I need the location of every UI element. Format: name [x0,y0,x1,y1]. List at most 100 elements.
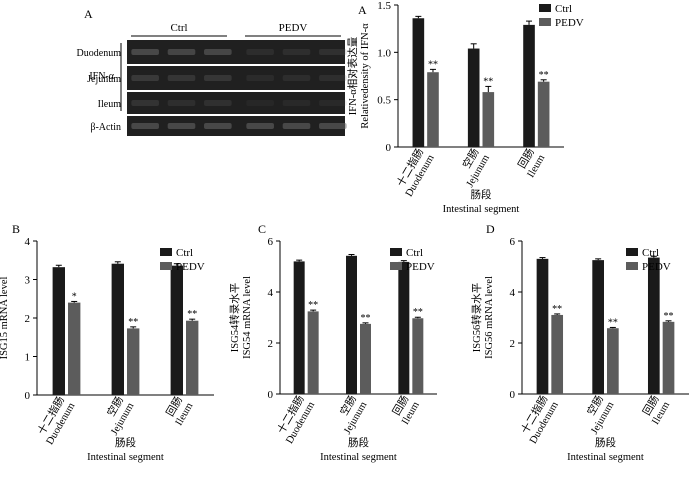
bar-ctrl [536,258,549,394]
panel-letter: D [486,222,495,236]
panel-letter: C [258,222,266,236]
bar-ctrl [398,261,410,394]
blot-band [246,100,274,106]
y-axis-title-en: Relativedensity of IFN-α [360,23,371,129]
legend-label: PEDV [642,261,671,273]
bar-ctrl [592,260,604,394]
blot-band [282,100,311,106]
x-axis-title-en: Intestinal segment [443,204,520,215]
x-axis-title-en: Intestinal segment [567,452,644,463]
blot-band [319,123,347,129]
bar-ctrl [523,24,535,148]
legend: Ctrl PEDV [539,3,584,29]
legend-label: Ctrl [406,247,423,259]
legend-label: PEDV [555,17,584,29]
blot-band [131,75,159,81]
legend: Ctrl PEDV [160,247,205,273]
bar-ctrl [346,255,357,394]
western-blot: A Ctrl PEDV Duodenum Jejunum Ileum β-Actin IFN-… [77,7,347,136]
legend-swatch [390,248,402,256]
legend-label: Ctrl [642,247,659,259]
blot-band [319,75,347,81]
y-tick-label: 0 [510,389,516,401]
blot-ifn-label: IFN-α [89,71,114,82]
y-tick-label: 3 [25,275,31,287]
significance-label: ** [413,307,423,318]
legend-swatch [626,248,638,256]
y-axis-title: ISG56转录水平 ISG56 mRNA level [470,276,495,359]
y-tick-label: 2 [268,338,274,350]
blot-strip [127,92,345,114]
blot-band [204,123,232,129]
bar-pedv [360,323,371,394]
blot-band [246,75,274,81]
significance-label: ** [360,313,370,324]
y-axis-title: ISG15转录水平ISG15 mRNA level [0,277,10,360]
blot-band [319,49,347,55]
x-axis-title-zh: 肠段 [595,436,616,449]
bar-pedv [537,81,550,147]
y-tick-label: 2 [510,338,516,350]
blot-band [246,49,274,55]
blot-band [246,123,274,129]
y-tick-label: 0 [25,390,31,402]
panel-letter: A [84,7,93,21]
legend-swatch [539,18,551,26]
blot-band [167,100,196,106]
x-axis-title-en: Intestinal segment [87,452,164,463]
bar-pedv [186,320,199,395]
significance-label: ** [308,300,318,311]
significance-label: ** [539,70,549,81]
blot-band [282,49,311,55]
y-tick-label: 6 [510,236,516,248]
y-axis-title: ISG54转录水平 ISG54 mRNA level [228,276,253,359]
significance-label: ** [483,76,493,87]
bar-pedv [551,314,564,394]
significance-label: ** [128,317,138,328]
bar-pedv [482,92,495,147]
bar-pedv [607,328,619,394]
bar-ctrl [111,263,124,395]
y-axis-title: IFN-α相对表达量 Relativedensity of IFN-α [346,23,371,129]
x-axis-title-en: Intestinal segment [320,452,397,463]
y-axis-title-en: ISG56 mRNA level [484,276,495,359]
bar-ctrl [467,48,480,148]
bar-pedv [307,311,319,394]
bar-pedv [68,302,81,395]
bar-ctrl [647,257,660,394]
blot-band [204,75,232,81]
blot-band [282,75,311,81]
blot-row-label: β-Actin [90,122,121,133]
blot-strip [127,40,345,64]
y-tick-label: 2 [25,313,31,325]
y-tick-label: 0.5 [377,95,391,107]
y-axis-title-zh: ISG56转录水平 [470,283,483,352]
blot-row-label: Ileum [98,99,122,110]
bar-pedv [127,328,140,395]
legend: Ctrl PEDV [626,247,671,273]
blot-strip [127,116,345,136]
x-axis-title-zh: 肠段 [471,188,492,201]
legend-label: Ctrl [176,247,193,259]
blot-band [167,75,196,81]
legend-label: PEDV [406,261,435,273]
legend-label: Ctrl [555,3,572,15]
bar-ctrl [293,261,305,394]
legend-label: PEDV [176,261,205,273]
bar-pedv [412,318,424,394]
blot-band [131,123,159,129]
